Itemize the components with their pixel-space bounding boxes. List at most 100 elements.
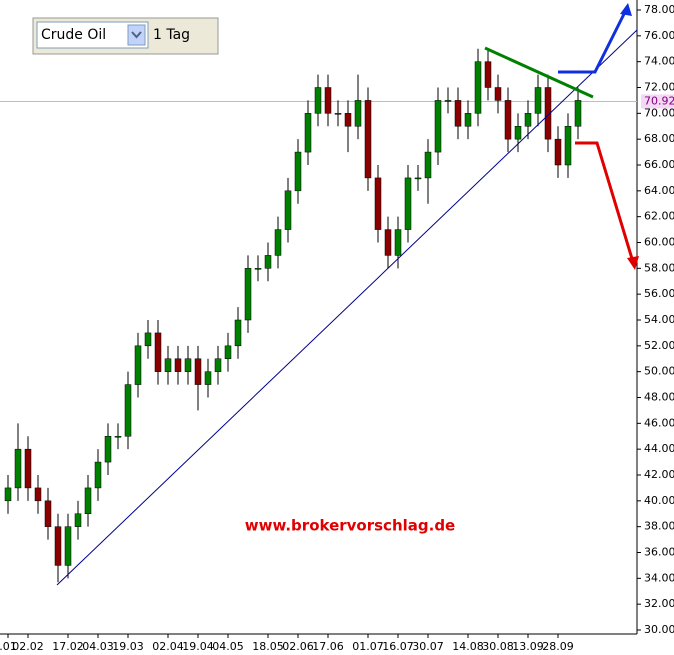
candle-body <box>184 358 192 372</box>
candle-body <box>304 113 312 153</box>
current-price-label: 70.92 <box>644 94 674 107</box>
candle-body <box>444 100 452 102</box>
candle-body <box>454 100 462 127</box>
candle-body <box>94 461 102 489</box>
candle-body <box>164 358 172 372</box>
y-tick-label: 72.00 <box>644 81 674 94</box>
candle-body <box>574 100 582 127</box>
x-tick-label: 18.05 <box>252 640 284 653</box>
candle-body <box>514 126 522 140</box>
candle-body <box>74 513 82 527</box>
candle-body <box>64 526 72 566</box>
candle-body <box>564 126 572 166</box>
x-tick-label: 16.07 <box>382 640 414 653</box>
y-tick-label: 34.00 <box>644 571 674 584</box>
x-tick-label: 19.03 <box>112 640 144 653</box>
y-tick-label: 36.00 <box>644 546 674 559</box>
y-tick-label: 68.00 <box>644 132 674 145</box>
interval[interactable]: 1 Tag <box>153 27 190 43</box>
y-tick-label: 62.00 <box>644 210 674 223</box>
candle-body <box>214 358 222 372</box>
candle-body <box>324 87 332 114</box>
symbol: Crude Oil <box>41 27 106 43</box>
x-tick-label: 19.04 <box>182 640 214 653</box>
y-tick-label: 60.00 <box>644 236 674 249</box>
x-tick-label: .01 <box>0 640 17 653</box>
candle-body <box>104 436 112 463</box>
marks: 30.00 32.00 34.00 36.00 38.00 40.00 42.00 44.00… <box>0 3 674 653</box>
candle-body <box>44 500 52 527</box>
candle-body <box>84 487 92 514</box>
y-tick-label: 56.00 <box>644 287 674 300</box>
candle-body <box>4 487 12 502</box>
candle-body <box>14 448 22 489</box>
y-tick-label: 66.00 <box>644 158 674 171</box>
candle-body <box>144 332 152 347</box>
y-tick-label: 46.00 <box>644 416 674 429</box>
y-tick-label: 52.00 <box>644 339 674 352</box>
up-arrow-head <box>620 3 632 16</box>
y-tick-label: 78.00 <box>644 3 674 16</box>
candle-body <box>434 100 442 153</box>
y-tick-label: 74.00 <box>644 55 674 68</box>
candle-body <box>374 177 382 230</box>
x-tick-label: 02.06 <box>282 640 314 653</box>
dropdown-button[interactable] <box>127 24 146 46</box>
x-tick-label: 01.07 <box>352 640 384 653</box>
candle-body <box>544 87 552 140</box>
candle-body <box>34 487 42 502</box>
candle-body <box>124 384 132 437</box>
y-tick-label: 38.00 <box>644 520 674 533</box>
dropdown-icon <box>131 31 142 39</box>
x-tick-label: 17.02 <box>52 640 84 653</box>
y-tick-label: 40.00 <box>644 494 674 507</box>
y-tick-label: 30.00 <box>644 623 674 636</box>
x-tick-label: 02.02 <box>12 640 44 653</box>
y-tick-label: 48.00 <box>644 391 674 404</box>
candle-body <box>504 100 512 140</box>
candle-body <box>484 61 492 88</box>
candle-body <box>404 177 412 230</box>
candle-body <box>154 332 162 372</box>
candle-body <box>224 345 232 360</box>
x-tick-label: 04.05 <box>212 640 244 653</box>
down-arrow <box>575 141 635 263</box>
x-tick-label: 14.08 <box>452 640 484 653</box>
candle-body <box>314 87 322 114</box>
candle-body <box>264 255 272 269</box>
x-tick-label: 04.03 <box>82 640 114 653</box>
candle-body <box>464 113 472 127</box>
candle-body <box>114 436 122 438</box>
candle-body <box>284 190 292 230</box>
candle-body <box>344 113 352 127</box>
x-tick-label: 02.04 <box>152 640 184 653</box>
candle-body <box>554 138 562 166</box>
candle-body <box>234 319 242 347</box>
candle-body <box>524 113 532 127</box>
y-tick-label: 32.00 <box>644 597 674 610</box>
y-tick-label: 42.00 <box>644 468 674 481</box>
x-tick-label: 17.06 <box>312 640 344 653</box>
candle-body <box>494 87 502 101</box>
candle-body <box>134 345 142 385</box>
down-arrow-head <box>627 256 639 270</box>
support-line <box>56 29 638 586</box>
candle-body <box>534 87 542 114</box>
candle-body <box>294 151 302 192</box>
y-tick-label: 54.00 <box>644 313 674 326</box>
y-tick-label: 70.00 <box>644 106 674 119</box>
up-arrow <box>558 7 629 74</box>
x-tick-label: 13.09 <box>512 640 544 653</box>
x-tick-label: 30.07 <box>412 640 444 653</box>
y-tick-label: 44.00 <box>644 442 674 455</box>
candle-body <box>384 229 392 256</box>
candle-body <box>474 61 482 114</box>
candle-body <box>274 229 282 256</box>
x-tick-label: 30.08 <box>482 640 514 653</box>
candle-body <box>54 526 62 566</box>
y-tick-label: 64.00 <box>644 184 674 197</box>
candle-body <box>394 229 402 256</box>
candle-body <box>194 358 202 385</box>
candle-body <box>254 268 262 270</box>
